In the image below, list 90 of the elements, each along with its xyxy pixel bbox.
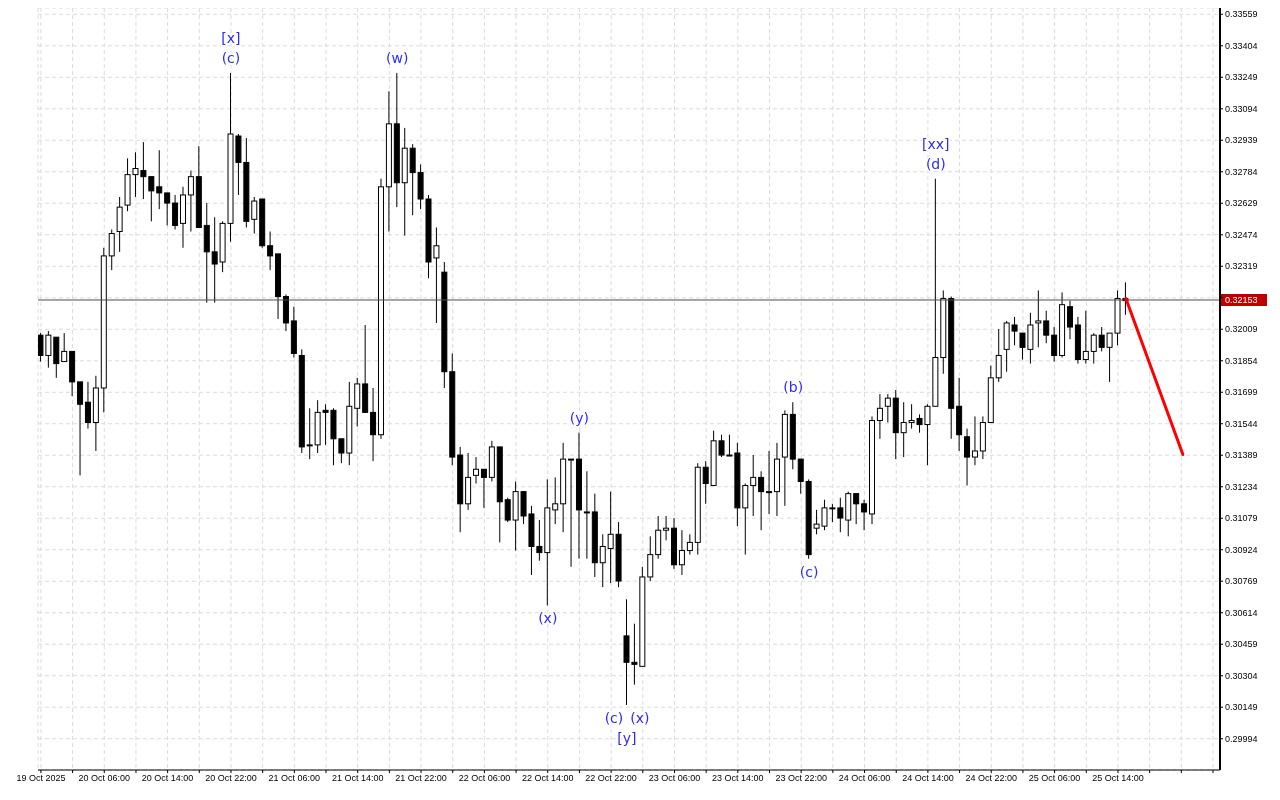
candlestick — [84, 381, 91, 430]
y-tick-label: 0.31699 — [1225, 387, 1258, 398]
y-tick-label: 0.31544 — [1225, 418, 1258, 429]
candlestick — [1090, 332, 1097, 365]
candlestick — [1035, 289, 1042, 348]
x-tick-label: 24 Oct 06:00 — [838, 773, 891, 784]
candlestick — [766, 450, 773, 515]
candlestick — [156, 149, 163, 210]
x-tick-label: 23 Oct 22:00 — [775, 773, 827, 784]
y-tick-label: 0.29994 — [1225, 733, 1258, 744]
candlestick — [686, 533, 693, 556]
candlestick — [77, 381, 84, 476]
candlestick — [599, 533, 606, 588]
candlestick — [164, 192, 171, 226]
x-tick-label: 21 Oct 06:00 — [268, 773, 321, 784]
candlestick — [267, 231, 274, 271]
y-tick-label: 0.32319 — [1225, 261, 1258, 272]
x-tick-label: 22 Oct 22:00 — [585, 773, 637, 784]
annotation: [y] — [617, 729, 637, 746]
y-tick-label: 0.32474 — [1225, 229, 1258, 240]
y-tick-label: 0.32939 — [1225, 135, 1258, 146]
candlestick — [995, 328, 1002, 383]
candlestick — [647, 535, 654, 582]
annotation: (x) — [630, 709, 650, 726]
annotation: (c) — [799, 563, 819, 580]
x-tick-label: 19 Oct 2025 — [16, 773, 66, 784]
candlestick — [964, 428, 971, 487]
annotation: [x] — [221, 30, 241, 47]
annotation: (y) — [569, 409, 590, 426]
candlestick — [108, 228, 115, 271]
x-tick-label: 24 Oct 14:00 — [902, 773, 954, 784]
x-tick-label: 20 Oct 22:00 — [205, 773, 257, 784]
x-tick-label: 24 Oct 22:00 — [965, 773, 1018, 784]
x-tick-label: 25 Oct 06:00 — [1028, 773, 1081, 784]
x-tick-label: 22 Oct 06:00 — [458, 773, 511, 784]
candlestick — [971, 415, 978, 466]
candlestick — [61, 332, 68, 363]
annotation: (w) — [386, 50, 409, 67]
x-tick-label: 21 Oct 22:00 — [395, 773, 447, 784]
candlestick — [552, 476, 559, 525]
x-tick-label: 23 Oct 14:00 — [712, 773, 764, 784]
candlestick — [750, 454, 757, 517]
candlestick — [663, 515, 670, 541]
y-tick-label: 0.32629 — [1225, 198, 1258, 209]
annotation: [xx] — [922, 135, 950, 152]
y-tick-label: 0.31389 — [1225, 450, 1258, 461]
candlestick — [1082, 310, 1089, 365]
candlestick — [172, 194, 179, 230]
candlestick — [876, 393, 883, 440]
y-tick-label: 0.31234 — [1225, 481, 1258, 492]
x-tick-label: 21 Oct 14:00 — [331, 773, 384, 784]
y-tick-label: 0.33559 — [1225, 9, 1258, 20]
y-tick-label: 0.32009 — [1225, 324, 1258, 335]
y-tick-label: 0.30304 — [1225, 670, 1258, 681]
candlestick — [370, 387, 377, 462]
y-tick-label: 0.30459 — [1225, 639, 1258, 650]
y-tick-label: 0.33249 — [1225, 72, 1258, 83]
y-tick-label: 0.30149 — [1225, 702, 1258, 713]
ref-line-label: 0.32153 — [1225, 295, 1258, 305]
y-tick-label: 0.31854 — [1225, 355, 1258, 366]
annotation: (c) — [221, 50, 241, 67]
x-tick-label: 25 Oct 14:00 — [1092, 773, 1144, 784]
candlestick — [480, 468, 487, 509]
x-tick-label: 20 Oct 06:00 — [78, 773, 131, 784]
candlestick — [568, 458, 575, 568]
annotation: (c) — [604, 709, 624, 726]
annotation: (b) — [783, 379, 804, 396]
candlestick — [473, 456, 480, 484]
y-tick-label: 0.30614 — [1225, 607, 1258, 618]
y-tick-label: 0.33094 — [1225, 103, 1258, 114]
candlestick — [853, 493, 860, 525]
candlestick — [758, 470, 765, 531]
annotation: (d) — [925, 155, 946, 172]
x-tick-label: 22 Oct 14:00 — [521, 773, 574, 784]
candlestick — [187, 170, 194, 233]
candlestick — [861, 499, 868, 531]
y-tick-label: 0.31079 — [1225, 513, 1258, 524]
candlestick — [678, 529, 685, 576]
candlestick — [1066, 300, 1073, 340]
candlestick — [884, 393, 891, 424]
candlestick — [583, 470, 590, 560]
candlestick — [1051, 326, 1058, 363]
annotation: (x) — [538, 610, 558, 627]
x-tick-label: 20 Oct 14:00 — [141, 773, 194, 784]
y-tick-label: 0.33404 — [1225, 40, 1258, 51]
x-tick-label: 23 Oct 06:00 — [648, 773, 701, 784]
y-tick-label: 0.30769 — [1225, 576, 1258, 587]
y-tick-label: 0.30924 — [1225, 544, 1258, 555]
y-tick-label: 0.32784 — [1225, 166, 1258, 177]
candlestick — [1043, 310, 1050, 344]
